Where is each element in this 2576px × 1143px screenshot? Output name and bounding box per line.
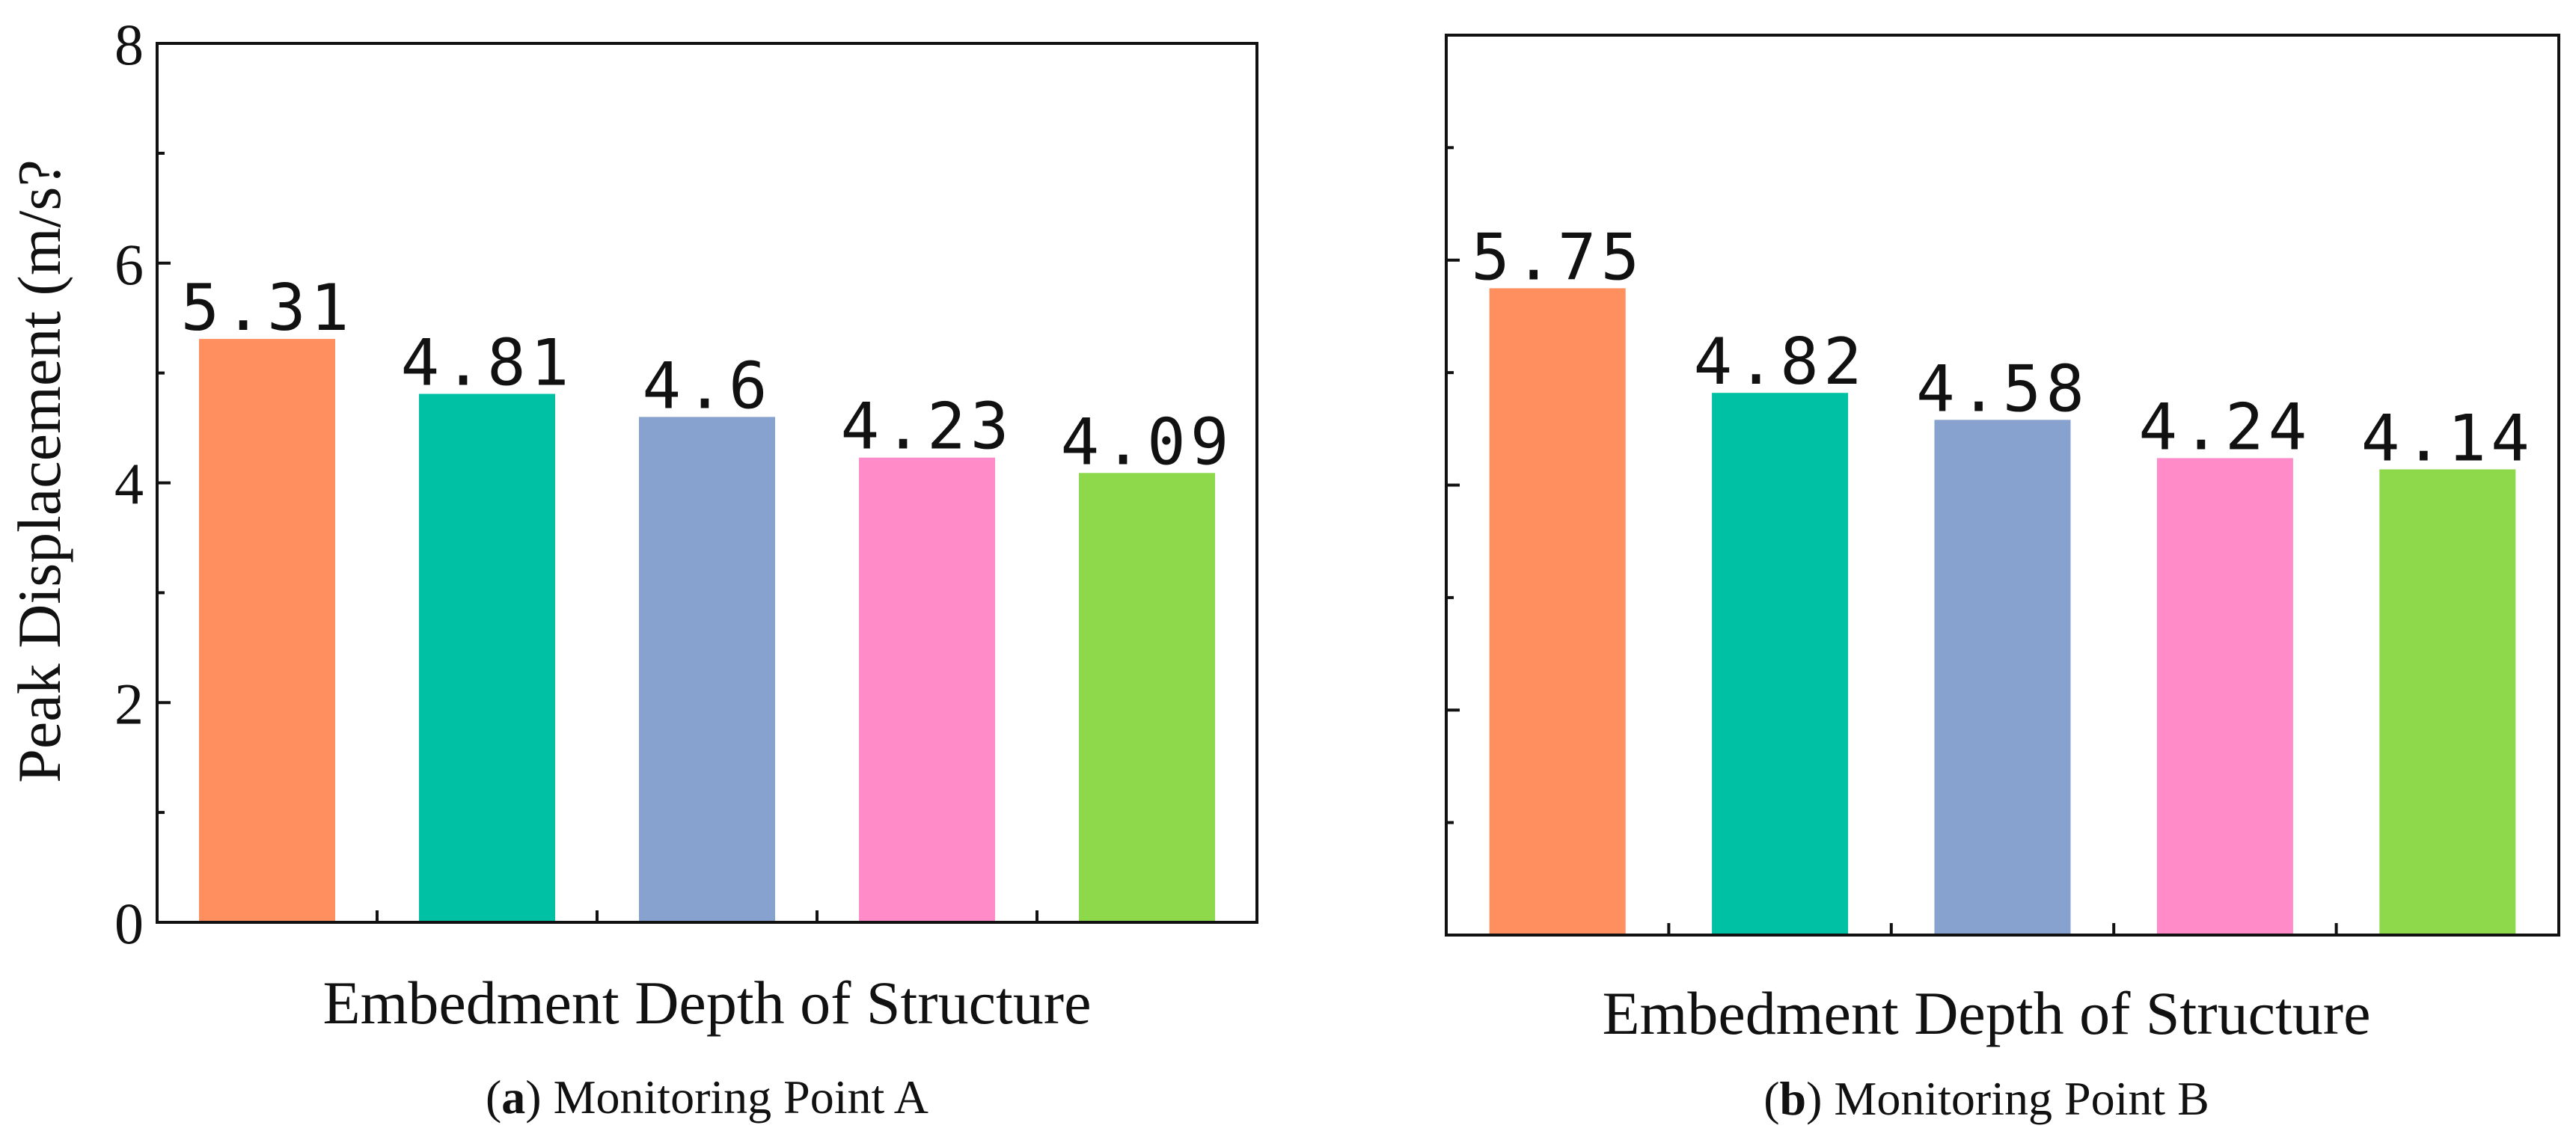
panel-a-bar-5 [1079,473,1215,922]
panel-a-bar-3 [639,417,775,922]
panel-a-y-tick-label: 0 [114,891,144,956]
panel-a-bar-4-value-label: 4.23 [840,390,1013,465]
panel-a-bar-5-value-label: 4.09 [1060,405,1233,479]
panel-b-bar-4-value-label: 4.24 [2138,390,2311,465]
panel-b-bar-4 [2156,458,2293,935]
panel-b-bar-5-value-label: 4.14 [2361,401,2534,476]
panel-a-y-tick-label: 2 [114,671,144,736]
panel-a-y-tick-label: 4 [114,452,144,517]
panel-a-bar-2-value-label: 4.81 [400,326,573,401]
panel-a-caption-paren-close: ) [525,1070,553,1124]
panel-a-caption-paren-open: ( [486,1070,501,1124]
panel-b-bar-1-value-label: 5.75 [1471,220,1644,295]
panel-a-bar-1-value-label: 5.31 [180,271,353,346]
panel-a-axes: 5.31 4.81 4.6 4.23 4.09 0 2 4 6 8 [114,12,1258,956]
panel-a-x-axis-title: Embedment Depth of Structure [322,969,1091,1037]
panel-a-y-axis-title: Peak Displacement (m/s? [5,159,73,782]
panel-a-y-tick-label: 6 [114,232,144,297]
panel-b-bar-2-value-label: 4.82 [1694,325,1867,399]
panel-a-bar-1 [199,339,335,922]
panel-a-caption-text: Monitoring Point A [554,1070,928,1124]
panel-b-bar-3-value-label: 4.58 [1916,352,2089,426]
panel-a-bar-3-value-label: 4.6 [642,349,771,423]
panel-b-bar-3 [1934,420,2071,935]
panel-b-caption-paren-close: ) [1806,1072,1834,1125]
panel-a-y-tick-label: 8 [114,12,144,77]
panel-a-caption: (a) Monitoring Point A [486,1070,928,1124]
panel-b-bar-2 [1712,393,1849,935]
panel-b-bar-1 [1489,288,1626,935]
panel-a-bar-2 [419,393,555,922]
panel-a-bar-4 [859,457,995,922]
panel-a-caption-letter: a [501,1070,525,1124]
panel-b-caption-text: Monitoring Point B [1834,1072,2209,1125]
panel-b-caption: (b) Monitoring Point B [1763,1072,2209,1125]
panel-a-chart: Peak Displacement (m/s? 5.31 4.81 4.6 4.23 4… [5,12,1258,1124]
panel-b-chart: 5.75 4.82 4.58 4.24 4.14 Embedment Depth of … [1445,34,2560,1125]
panel-b-x-axis-title: Embedment Depth of Structure [1602,979,2370,1047]
panel-b-axes: 5.75 4.82 4.58 4.24 4.14 [1445,34,2560,937]
panel-b-bar-5 [2379,469,2516,935]
panel-b-caption-letter: b [1780,1072,1807,1125]
panel-b-caption-paren-open: ( [1763,1072,1779,1125]
